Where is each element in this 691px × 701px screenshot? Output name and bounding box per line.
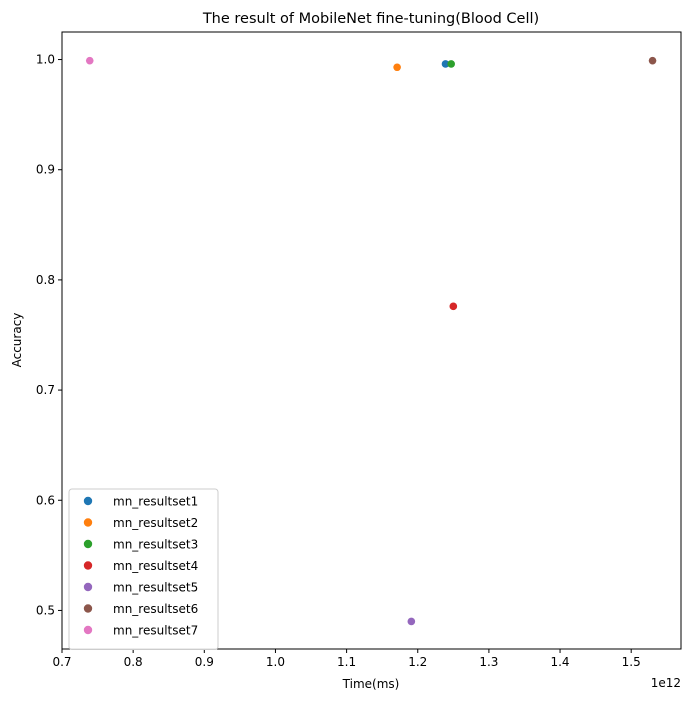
- legend-label: mn_resultset6: [113, 602, 198, 616]
- y-tick-label: 0.9: [36, 163, 55, 177]
- legend-marker: [83, 561, 93, 570]
- legend-box: [68, 488, 219, 650]
- legend-marker: [83, 518, 93, 527]
- plot-area: [61, 31, 682, 650]
- x-tick-label: 1.1: [337, 655, 356, 669]
- x-tick-label: 1.2: [408, 655, 427, 669]
- x-tick-label: 1.0: [266, 655, 285, 669]
- data-point-mn_resultset7: [85, 56, 94, 65]
- legend-label: mn_resultset3: [113, 538, 198, 552]
- legend-marker: [83, 582, 93, 592]
- legend-label: mn_resultset7: [113, 624, 198, 638]
- data-point-mn_resultset4: [449, 302, 458, 311]
- data-point-mn_resultset5: [407, 617, 416, 626]
- legend: mn_resultset1 mn_resultset2 mn_resultset3m…: [68, 488, 219, 650]
- y-axis: 0.5 0.6 0.7 0.8 0.9 1.0: [36, 53, 62, 617]
- data-point-mn_resultset2: [393, 63, 401, 72]
- y-tick-label: 0.7: [36, 383, 55, 397]
- x-tick-label: 1.4: [550, 655, 569, 669]
- data-point-mn_resultset6: [648, 56, 657, 65]
- legend-label: mn_resultset4: [113, 559, 198, 573]
- legend-marker: [83, 539, 93, 549]
- x-tick-label: 1.3: [479, 655, 498, 669]
- y-tick-label: 0.8: [36, 273, 55, 287]
- legend-marker: [83, 604, 93, 613]
- x-tick-label: 1.5: [622, 655, 641, 669]
- x-tick-label: 0.8: [124, 655, 143, 669]
- x-axis-offset-label: 1e12: [651, 676, 681, 690]
- data-point-mn_resultset3: [447, 60, 455, 68]
- data-points: [85, 56, 657, 626]
- legend-marker: [83, 496, 93, 506]
- y-axis-label: Accuracy: [10, 313, 24, 368]
- x-axis: 0.7 0.8 0.9 1.0 1.1 1.2 1.3 1.4 1.5: [52, 649, 641, 669]
- x-tick-label: 0.7: [52, 655, 71, 669]
- x-tick-label: 0.9: [195, 655, 214, 669]
- y-tick-label: 1.0: [36, 53, 55, 67]
- legend-label: mn_resultset5: [113, 581, 198, 595]
- legend-marker: [83, 625, 93, 635]
- chart-title: The result of MobileNet fine-tuning(Bloo…: [202, 11, 539, 27]
- data-point-mn_resultset1: [441, 60, 450, 68]
- y-tick-label: 0.6: [36, 493, 55, 507]
- legend-label: mn_resultset1: [113, 495, 198, 509]
- x-axis-label: Time(ms): [342, 677, 400, 691]
- y-tick-label: 0.5: [36, 603, 55, 617]
- legend-label: mn_resultset2: [113, 516, 198, 530]
